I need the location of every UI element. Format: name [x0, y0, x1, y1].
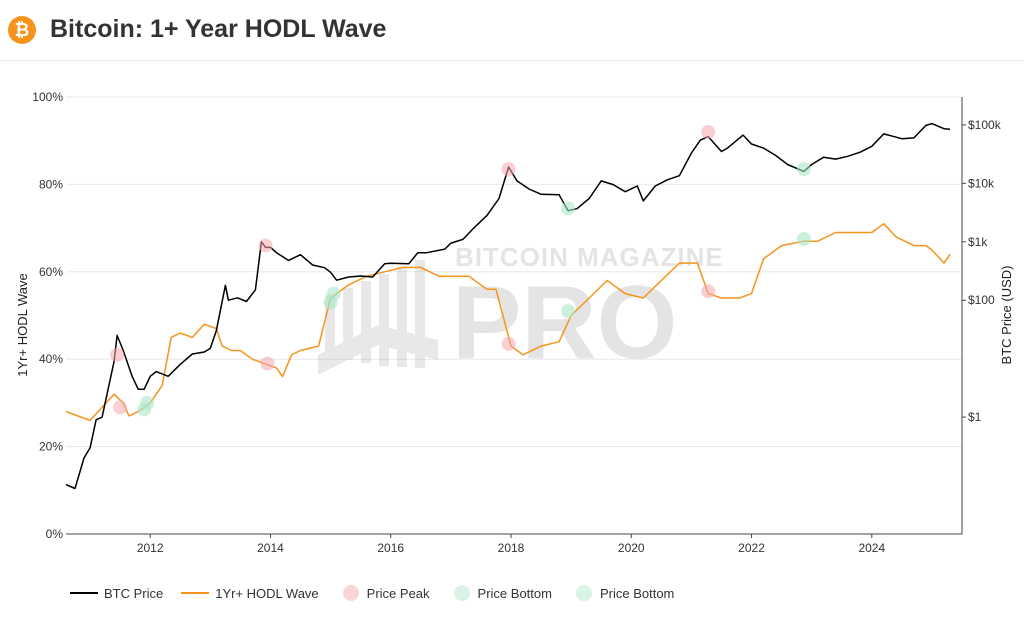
y-left-tick-label: 40%	[39, 352, 63, 366]
legend-item[interactable]: BTC Price	[70, 586, 163, 601]
price-peak-marker	[260, 356, 275, 371]
legend-dot-swatch	[575, 585, 592, 601]
price-bottom-marker	[323, 295, 338, 310]
y-right-tick-label: $100k	[968, 118, 1002, 132]
header: ₿ Bitcoin: 1+ Year HODL Wave	[0, 0, 1024, 61]
y-right-tick-label: $1k	[968, 235, 988, 249]
price-peak-marker	[113, 400, 128, 415]
price-bottom-marker	[796, 162, 811, 177]
price-bottom-marker	[561, 201, 576, 216]
price-peak-marker	[110, 347, 125, 362]
y-left-tick-label: 60%	[39, 265, 63, 279]
legend-item[interactable]: Price Peak	[337, 585, 430, 601]
legend-dot-swatch	[453, 585, 470, 601]
legend-label: Price Peak	[366, 585, 430, 601]
legend: BTC Price 1Yr+ HODL Wave Price Peak Price B…	[70, 583, 692, 603]
y-left-tick-label: 80%	[39, 177, 63, 191]
axes: 0% 20% 40% 60% 80% 100% 2012 2014 2016 2018 2020 20…	[32, 90, 1001, 555]
legend-item[interactable]: Price Bottom	[448, 585, 552, 601]
legend-line-swatch	[70, 592, 98, 594]
y-left-tick-label: 0%	[46, 527, 64, 541]
watermark-line2: PRO	[452, 265, 677, 381]
x-tick-label: 2018	[498, 541, 525, 555]
price-peak-marker	[701, 124, 716, 139]
price-bottom-marker	[796, 232, 811, 247]
x-tick-label: 2016	[377, 541, 404, 555]
x-tick-label: 2020	[618, 541, 645, 555]
legend-item[interactable]: Price Bottom	[570, 585, 674, 601]
y-left-tick-label: 20%	[39, 440, 63, 454]
price-peak-marker	[258, 238, 273, 253]
x-tick-label: 2022	[738, 541, 765, 555]
price-peak-marker	[501, 162, 516, 177]
legend-label: BTC Price	[104, 585, 164, 601]
watermark-logo-icon	[318, 260, 438, 375]
x-tick-label: 2012	[137, 541, 164, 555]
y-axis-right-label: BTC Price (USD)	[999, 266, 1014, 365]
series-btc-price	[65, 122, 951, 490]
y-right-tick-label: $1	[968, 410, 982, 424]
legend-line-swatch	[181, 592, 210, 594]
markers	[110, 124, 811, 417]
watermark-line1: BITCOIN MAGAZINE	[455, 242, 724, 272]
y-right-tick-label: $100	[968, 293, 995, 307]
y-axis-left-label: 1Yr+ HODL Wave	[15, 273, 30, 376]
price-bottom-marker	[140, 395, 155, 410]
y-right-tick-label: $10k	[968, 176, 995, 190]
page-title: Bitcoin: 1+ Year HODL Wave	[50, 15, 387, 43]
x-tick-label: 2014	[257, 541, 284, 555]
x-tick-label: 2024	[858, 541, 885, 555]
y-left-tick-label: 100%	[32, 90, 63, 104]
btc-price-line	[65, 122, 951, 490]
price-peak-marker	[501, 336, 516, 351]
legend-dot-swatch	[342, 585, 359, 601]
price-bottom-marker	[561, 304, 576, 319]
watermark: BITCOIN MAGAZINE PRO	[318, 242, 724, 381]
grid-lines	[66, 96, 962, 448]
legend-item[interactable]: 1Yr+ HODL Wave	[181, 585, 319, 601]
bitcoin-logo-icon: ₿	[8, 16, 36, 44]
legend-label: Price Bottom	[599, 585, 675, 601]
hodl-wave-chart: BITCOIN MAGAZINE PRO 0% 20% 40% 60% 80% 100% 2…	[15, 90, 1014, 555]
legend-label: 1Yr+ HODL Wave	[215, 585, 319, 601]
price-peak-marker	[701, 284, 716, 299]
legend-label: Price Bottom	[477, 585, 552, 601]
